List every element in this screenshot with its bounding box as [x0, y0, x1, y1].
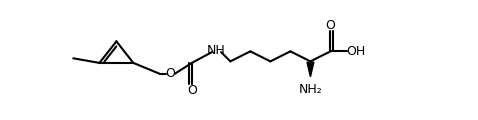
Text: OH: OH	[346, 45, 366, 58]
Text: NH₂: NH₂	[299, 83, 322, 96]
Text: O: O	[187, 84, 197, 97]
Text: NH: NH	[207, 44, 226, 57]
Text: O: O	[165, 67, 175, 80]
Polygon shape	[307, 62, 314, 77]
Text: O: O	[326, 19, 336, 32]
